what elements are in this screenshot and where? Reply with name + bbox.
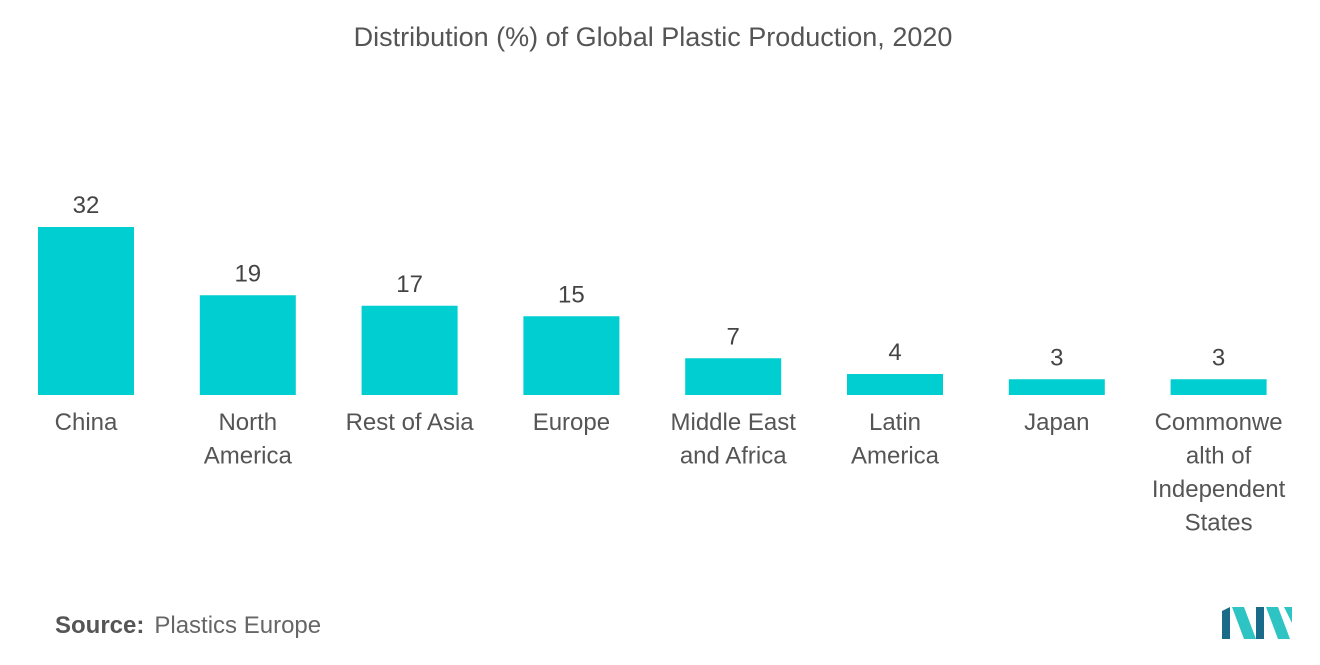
bar-value-label: 19 [234,260,261,287]
bar-value-label: 3 [1050,344,1063,371]
source-value: Plastics Europe [154,612,322,639]
category-label: Rest of Asia [346,409,475,436]
bar-0 [38,227,134,395]
category-label: Europe [533,409,610,436]
bars-layer [38,227,1267,395]
category-label: Middle East and Africa [671,409,797,470]
category-label: North America [204,409,293,470]
bar-value-label: 17 [396,271,423,298]
category-label: China [55,409,118,436]
bar-2 [361,305,458,395]
bar-5 [847,374,943,395]
category-label: Commonwe alth of Independent States [1152,409,1286,537]
category-label: Japan [1024,409,1089,436]
bar-6 [1008,379,1105,395]
bar-value-label: 4 [888,339,901,366]
bar-3 [523,316,620,395]
chart-title: Distribution (%) of Global Plastic Produ… [353,22,953,52]
source-label: Source: [55,612,145,639]
bar-7 [1170,379,1267,395]
bar-value-label: 15 [558,281,585,308]
bar-value-label: 3 [1212,344,1225,371]
category-labels-layer: China North America Rest of Asia Europe Middl… [55,409,1286,537]
bar-chart: 32 19 17 15 7 4 3 3 China North America Rest of As… [38,192,1286,537]
bar-1 [199,295,296,395]
source-note: Source: Plastics Europe [55,612,321,640]
logo-icon [1222,603,1292,644]
bar-value-label: 7 [727,323,740,350]
value-labels-layer: 32 19 17 15 7 4 3 3 [73,192,1226,371]
bar-value-label: 32 [73,192,100,219]
bar-4 [685,358,782,395]
category-label: Latin America [851,409,940,470]
